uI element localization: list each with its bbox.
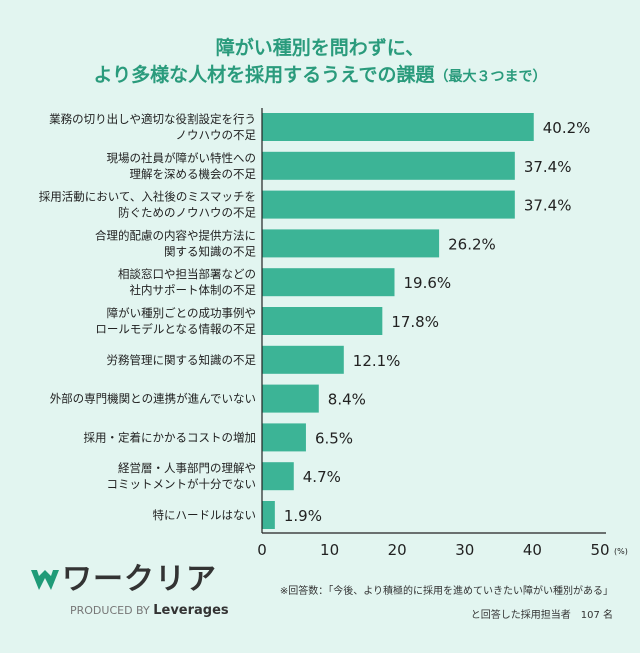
value-label: 40.2% [543, 119, 591, 137]
bar [262, 229, 440, 258]
category-label: 特にハードルはない [153, 508, 257, 522]
category-label: 合理的配慮の内容や提供方法に [95, 228, 256, 242]
note-line2: と回答した採用担当者 107 名 [470, 610, 613, 621]
chart-title-main: より多様な人材を採用するうえでの課題 [93, 64, 435, 86]
company-name: Leverages [153, 603, 229, 618]
bar [262, 307, 383, 335]
produced-by-label: PRODUCED BY [70, 604, 150, 617]
value-label: 6.5% [315, 429, 353, 447]
value-label: 8.4% [328, 391, 366, 409]
x-tick-label: 10 [320, 541, 339, 559]
produced-by: PRODUCED BY Leverages [70, 604, 229, 618]
value-label: 37.4% [524, 158, 572, 176]
category-label: 業務の切り出しや適切な役割設定を行う [49, 112, 256, 126]
x-tick-label: 20 [388, 541, 407, 559]
chart-title-line1: 障がい種別を問わずに、 [215, 37, 425, 59]
category-label: 外部の専門機関との連携が進んでいない [50, 392, 256, 406]
bar [262, 384, 319, 413]
workclear-logo-icon [31, 570, 59, 590]
value-label: 4.7% [303, 468, 341, 486]
x-tick-label: 30 [455, 541, 474, 559]
category-label: 関する知識の不足 [164, 244, 256, 258]
category-label: ロールモデルとなる情報の不足 [95, 322, 256, 336]
chart-title-line2: より多様な人材を採用するうえでの課題（最大３つまで） [0, 64, 640, 88]
category-label: 現場の社員が障がい特性への [107, 151, 257, 165]
category-label: 理解を深める機会の不足 [130, 167, 257, 181]
chart-title-suffix: （最大３つまで） [434, 69, 547, 85]
bar [262, 423, 306, 452]
x-tick-label: 50 [590, 541, 609, 559]
category-label: 採用・定着にかかるコストの増加 [84, 430, 257, 444]
category-label: ノウハウの不足 [176, 128, 257, 142]
bar [262, 462, 294, 491]
bar [262, 151, 515, 180]
category-label: 労務管理に関する知識の不足 [107, 353, 257, 367]
category-label: 社内サポート体制の不足 [130, 283, 257, 297]
value-label: 26.2% [448, 235, 496, 253]
x-tick-label: 0 [257, 541, 267, 559]
bar [262, 113, 534, 141]
bar [262, 268, 395, 297]
value-label: 17.8% [391, 313, 439, 331]
x-unit-label: (%) [614, 547, 628, 556]
bar [262, 190, 515, 219]
bar [262, 345, 344, 374]
x-tick-label: 40 [523, 541, 542, 559]
category-label: 防ぐためのノウハウの不足 [118, 206, 256, 220]
value-label: 12.1% [353, 352, 401, 370]
bar [262, 501, 275, 529]
category-label: コミットメントが十分でない [107, 477, 257, 491]
category-label: 採用活動において、入社後のミスマッチを [39, 190, 256, 204]
category-label: 相談窓口や担当部署などの [118, 267, 256, 281]
value-label: 19.6% [403, 274, 451, 292]
note-line1: ※回答数：「今後、より積極的に採用を進めていきたい障がい種別がある」 [279, 586, 613, 597]
value-label: 1.9% [284, 507, 322, 525]
category-label: 障がい種別ごとの成功事例や [107, 306, 256, 320]
value-label: 37.4% [524, 197, 572, 215]
brand-name: ワークリア [62, 562, 217, 597]
category-label: 経営層・人事部門の理解や [118, 461, 256, 475]
